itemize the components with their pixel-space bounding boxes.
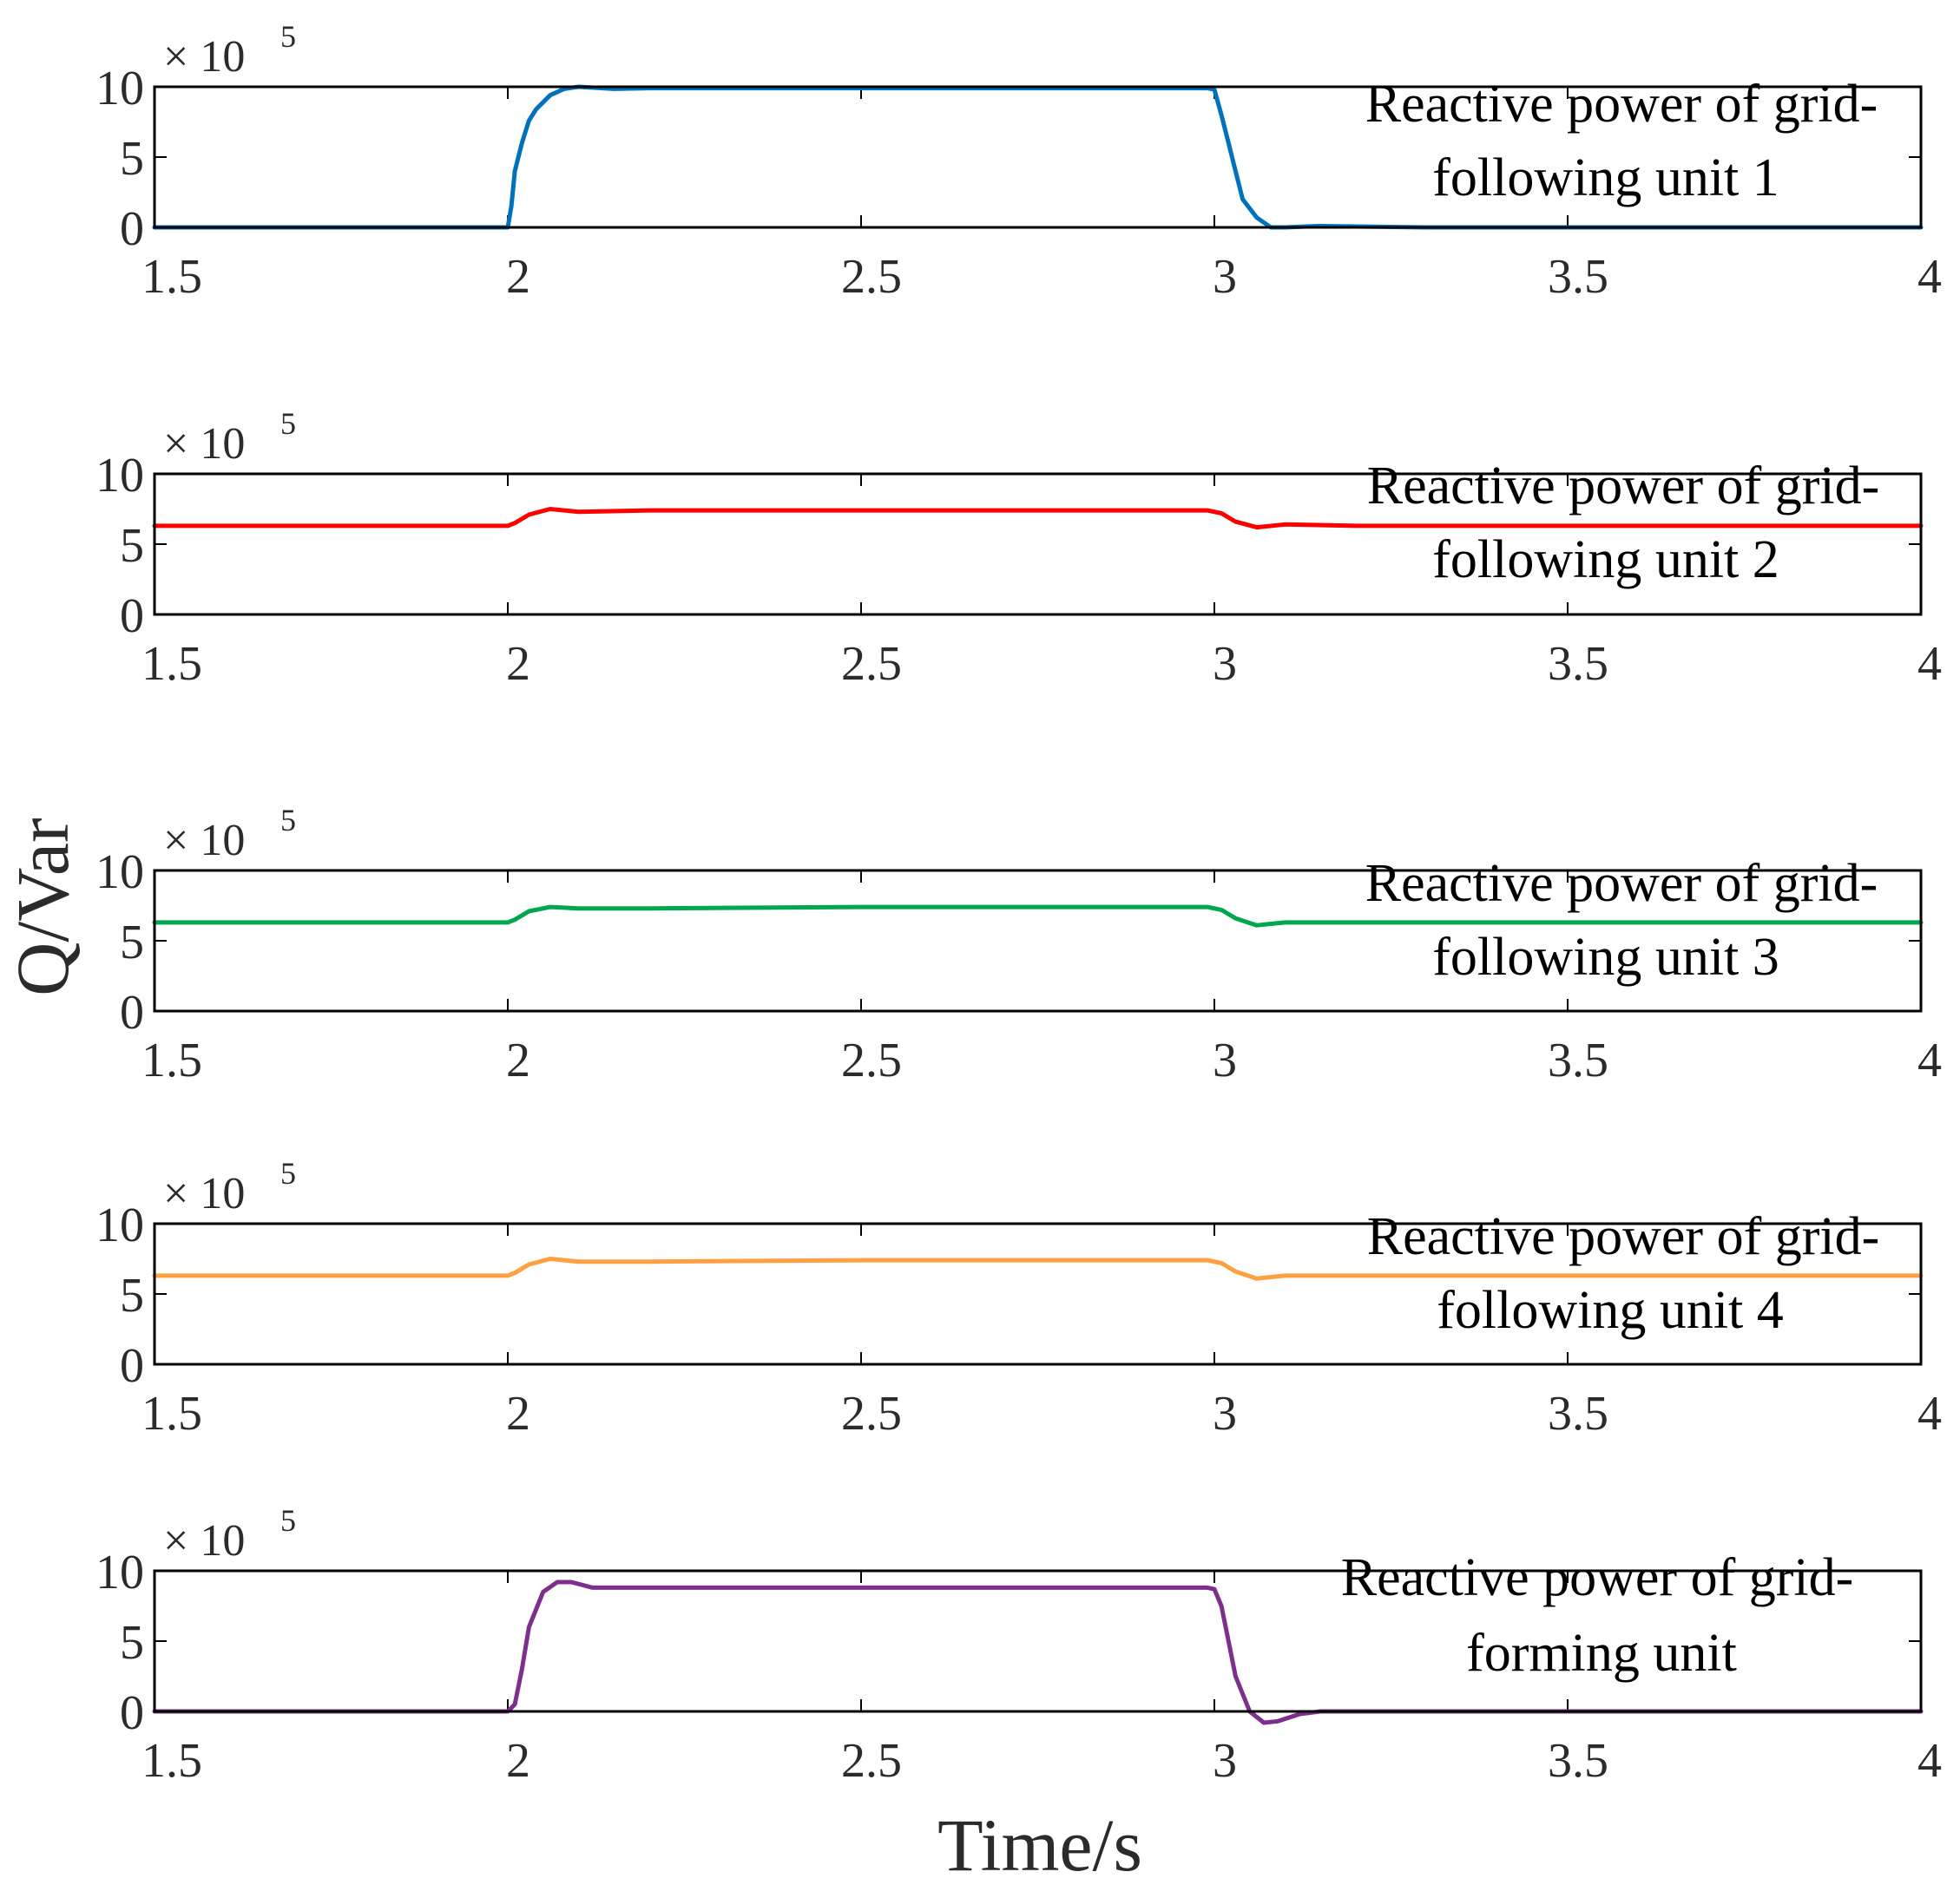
x-tick-label: 1.5 (141, 1734, 202, 1788)
x-tick-label: 2 (506, 1034, 530, 1087)
x-tick-label: 4 (1917, 1734, 1942, 1788)
x-tick-label: 2 (506, 637, 530, 691)
y-tick-label: 5 (120, 519, 144, 573)
y-tick-label: 0 (120, 1686, 144, 1740)
x-tick-label: 2 (506, 1734, 530, 1788)
y-tick-label: 0 (120, 589, 144, 643)
x-tick-label: 3.5 (1548, 637, 1608, 691)
x-tick-label: 4 (1917, 1387, 1942, 1441)
plot-frame (153, 1222, 1923, 1366)
legend-line-2: following unit 3 (1432, 928, 1779, 987)
panel-2: 0 5 10 1.5 2 2.5 3 3.5 4 × 10 5 Reactive power of g… (95, 406, 1942, 691)
y-scale-factor: × 10 (163, 1516, 245, 1566)
y-tick-label: 10 (95, 845, 144, 899)
x-tick-label: 2.5 (841, 1387, 902, 1441)
legend-line-1: Reactive power of grid- (1367, 1207, 1879, 1266)
x-tick-label: 1.5 (141, 1034, 202, 1087)
x-tick-label: 2 (506, 1387, 530, 1441)
legend-line-2: forming unit (1466, 1624, 1737, 1683)
plot-frame (153, 1569, 1923, 1713)
series-line-4 (152, 1257, 1924, 1281)
y-tick-label: 0 (120, 986, 144, 1040)
series-line-5 (152, 1579, 1924, 1725)
legend-line-2: following unit 2 (1432, 530, 1779, 589)
x-axis-label: Time/s (937, 1803, 1142, 1887)
plot-frame (153, 85, 1923, 229)
panel-4: 0 5 10 1.5 2 2.5 3 3.5 4 × 10 5 Reactive power of g… (95, 1156, 1942, 1441)
y-scale-exponent: 5 (280, 406, 296, 441)
x-tick-label: 2 (506, 250, 530, 304)
x-tick-label: 1.5 (141, 1387, 202, 1441)
y-tick-label: 10 (95, 1546, 144, 1599)
x-tick-label: 4 (1917, 637, 1942, 691)
y-tick-label: 5 (120, 132, 144, 186)
y-tick-label: 10 (95, 1199, 144, 1252)
x-tick-label: 1.5 (141, 637, 202, 691)
x-tick-label: 3.5 (1548, 1387, 1608, 1441)
x-tick-label: 2.5 (841, 250, 902, 304)
x-tick-label: 3.5 (1548, 250, 1608, 304)
y-scale-exponent: 5 (280, 1503, 296, 1538)
legend-line-1: Reactive power of grid- (1365, 75, 1878, 134)
x-tick-label: 1.5 (141, 250, 202, 304)
y-scale-factor: × 10 (163, 32, 245, 82)
y-tick-label: 5 (120, 1269, 144, 1323)
x-tick-label: 3.5 (1548, 1734, 1608, 1788)
series-line-1 (152, 84, 1924, 230)
y-axis-label: Q/Var (1, 818, 84, 995)
y-tick-label: 0 (120, 1339, 144, 1393)
x-tick-label: 4 (1917, 1034, 1942, 1087)
panel-1: 0 5 10 1.5 2 2.5 3 3.5 4 × 10 5 Reactive power of g… (95, 19, 1942, 304)
panel-5: 0 5 10 1.5 2 2.5 3 3.5 4 × 10 5 Reactive power of g… (95, 1503, 1942, 1788)
x-tick-label: 3 (1213, 1734, 1237, 1788)
y-tick-label: 0 (120, 202, 144, 256)
legend-line-1: Reactive power of grid- (1367, 456, 1879, 516)
y-scale-exponent: 5 (280, 803, 296, 837)
y-scale-factor: × 10 (163, 1169, 245, 1218)
panels-group: 0 5 10 1.5 2 2.5 3 3.5 4 × 10 5 Reactive power of g… (95, 19, 1942, 1788)
legend-line-1: Reactive power of grid- (1341, 1548, 1853, 1607)
plot-frame (153, 472, 1923, 616)
y-scale-factor: × 10 (163, 419, 245, 469)
y-tick-label: 10 (95, 62, 144, 115)
series-line-2 (152, 507, 1924, 530)
plot-frame (153, 869, 1923, 1013)
y-tick-label: 10 (95, 449, 144, 502)
x-tick-label: 2.5 (841, 1034, 902, 1087)
x-tick-label: 3 (1213, 637, 1237, 691)
x-tick-label: 2.5 (841, 1734, 902, 1788)
y-tick-label: 5 (120, 1616, 144, 1670)
y-tick-label: 5 (120, 916, 144, 969)
legend-line-1: Reactive power of grid- (1365, 854, 1878, 913)
legend-line-2: following unit 1 (1432, 148, 1779, 207)
x-tick-label: 3 (1213, 1387, 1237, 1441)
y-scale-exponent: 5 (280, 19, 296, 54)
series-line-3 (152, 904, 1924, 928)
x-tick-label: 3 (1213, 1034, 1237, 1087)
y-scale-exponent: 5 (280, 1156, 296, 1191)
x-tick-label: 3.5 (1548, 1034, 1608, 1087)
x-tick-label: 4 (1917, 250, 1942, 304)
x-tick-label: 2.5 (841, 637, 902, 691)
y-scale-factor: × 10 (163, 816, 245, 865)
legend-line-2: following unit 4 (1437, 1281, 1784, 1340)
x-tick-label: 3 (1213, 250, 1237, 304)
panel-3: 0 5 10 1.5 2 2.5 3 3.5 4 × 10 5 Reactive power of g… (95, 803, 1942, 1087)
